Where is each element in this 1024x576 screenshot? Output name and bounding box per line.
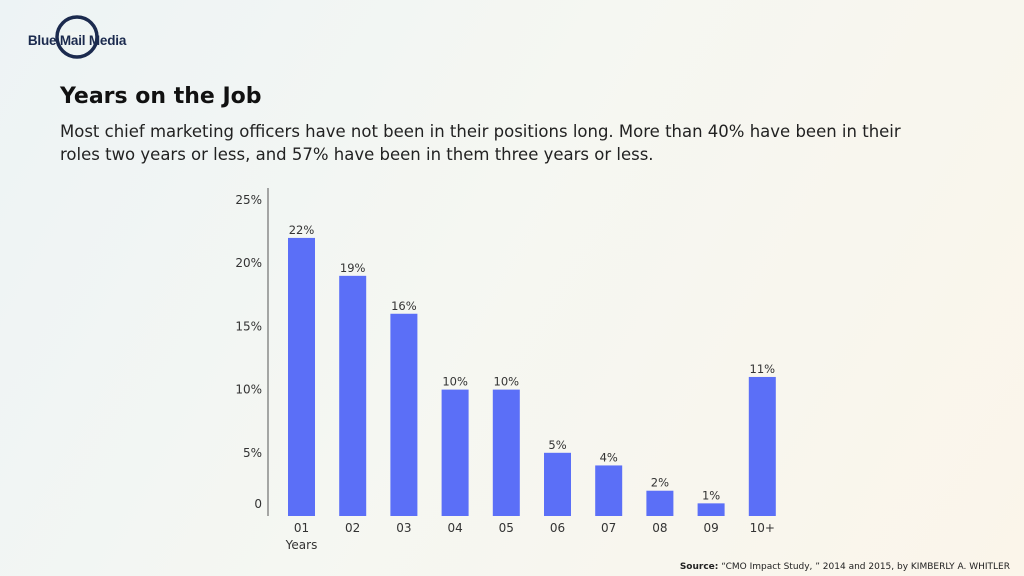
bar-07 [595,465,623,516]
x-tick-label: 06 [550,521,565,535]
bar-10+ [748,376,776,516]
bar-05 [492,389,520,516]
bar-08 [646,490,674,516]
x-tick-label: 01 [294,521,309,535]
bar-06 [544,452,571,516]
x-tick-label: 05 [499,521,514,535]
bar-03 [390,313,418,516]
bar-value-label: 16% [391,299,417,313]
bar-value-label: 10% [494,375,520,389]
bar-01 [288,237,315,517]
x-tick-label: 07 [601,521,616,535]
y-axis: 0 5% 10% 15% 20% 25% [235,188,269,516]
x-tick-label: 04 [447,521,462,535]
source-note: Source: “CMO Impact Study, ” 2014 and 20… [680,562,1010,572]
bar-02 [339,275,367,516]
x-axis-title: Years [285,538,318,552]
bar-value-label: 11% [750,362,776,376]
bar-value-label: 2% [651,476,669,490]
bar-value-label: 4% [600,450,618,464]
x-axis: 01 02 03 04 05 06 07 08 09 10+ Years [285,521,775,552]
x-tick-label: 03 [396,521,411,535]
y-tick-label: 5% [243,446,262,460]
x-tick-label: 08 [652,521,667,535]
y-tick-label: 25% [235,193,262,207]
page-subtitle: Most chief marketing officers have not b… [60,122,901,164]
bars: 22% 19% 16% 10% 10% 5% 4% 2% 1% 11% [288,223,776,517]
bar-value-label: 19% [340,261,366,275]
x-tick-label: 09 [703,521,718,535]
y-tick-label: 0 [254,497,262,511]
bar-09 [697,503,725,516]
y-tick-label: 10% [235,383,262,397]
bar-04 [441,389,469,516]
y-tick-label: 20% [235,256,262,270]
logo-ring-icon [55,15,99,59]
page-title: Years on the Job [60,84,262,109]
brand-name: Blue Mail Media [27,33,127,48]
x-tick-label: 10+ [750,521,775,535]
bar-value-label: 22% [289,223,315,237]
bar-value-label: 5% [548,438,566,452]
source-text: “CMO Impact Study, ” 2014 and 2015, by K… [721,562,1010,572]
x-tick-label: 02 [345,521,360,535]
bar-value-label: 10% [442,375,468,389]
bar-value-label: 1% [702,488,720,502]
brand-logo: Blue Mail Media [22,14,132,70]
y-tick-label: 15% [235,319,262,333]
source-label: Source: [679,562,719,572]
